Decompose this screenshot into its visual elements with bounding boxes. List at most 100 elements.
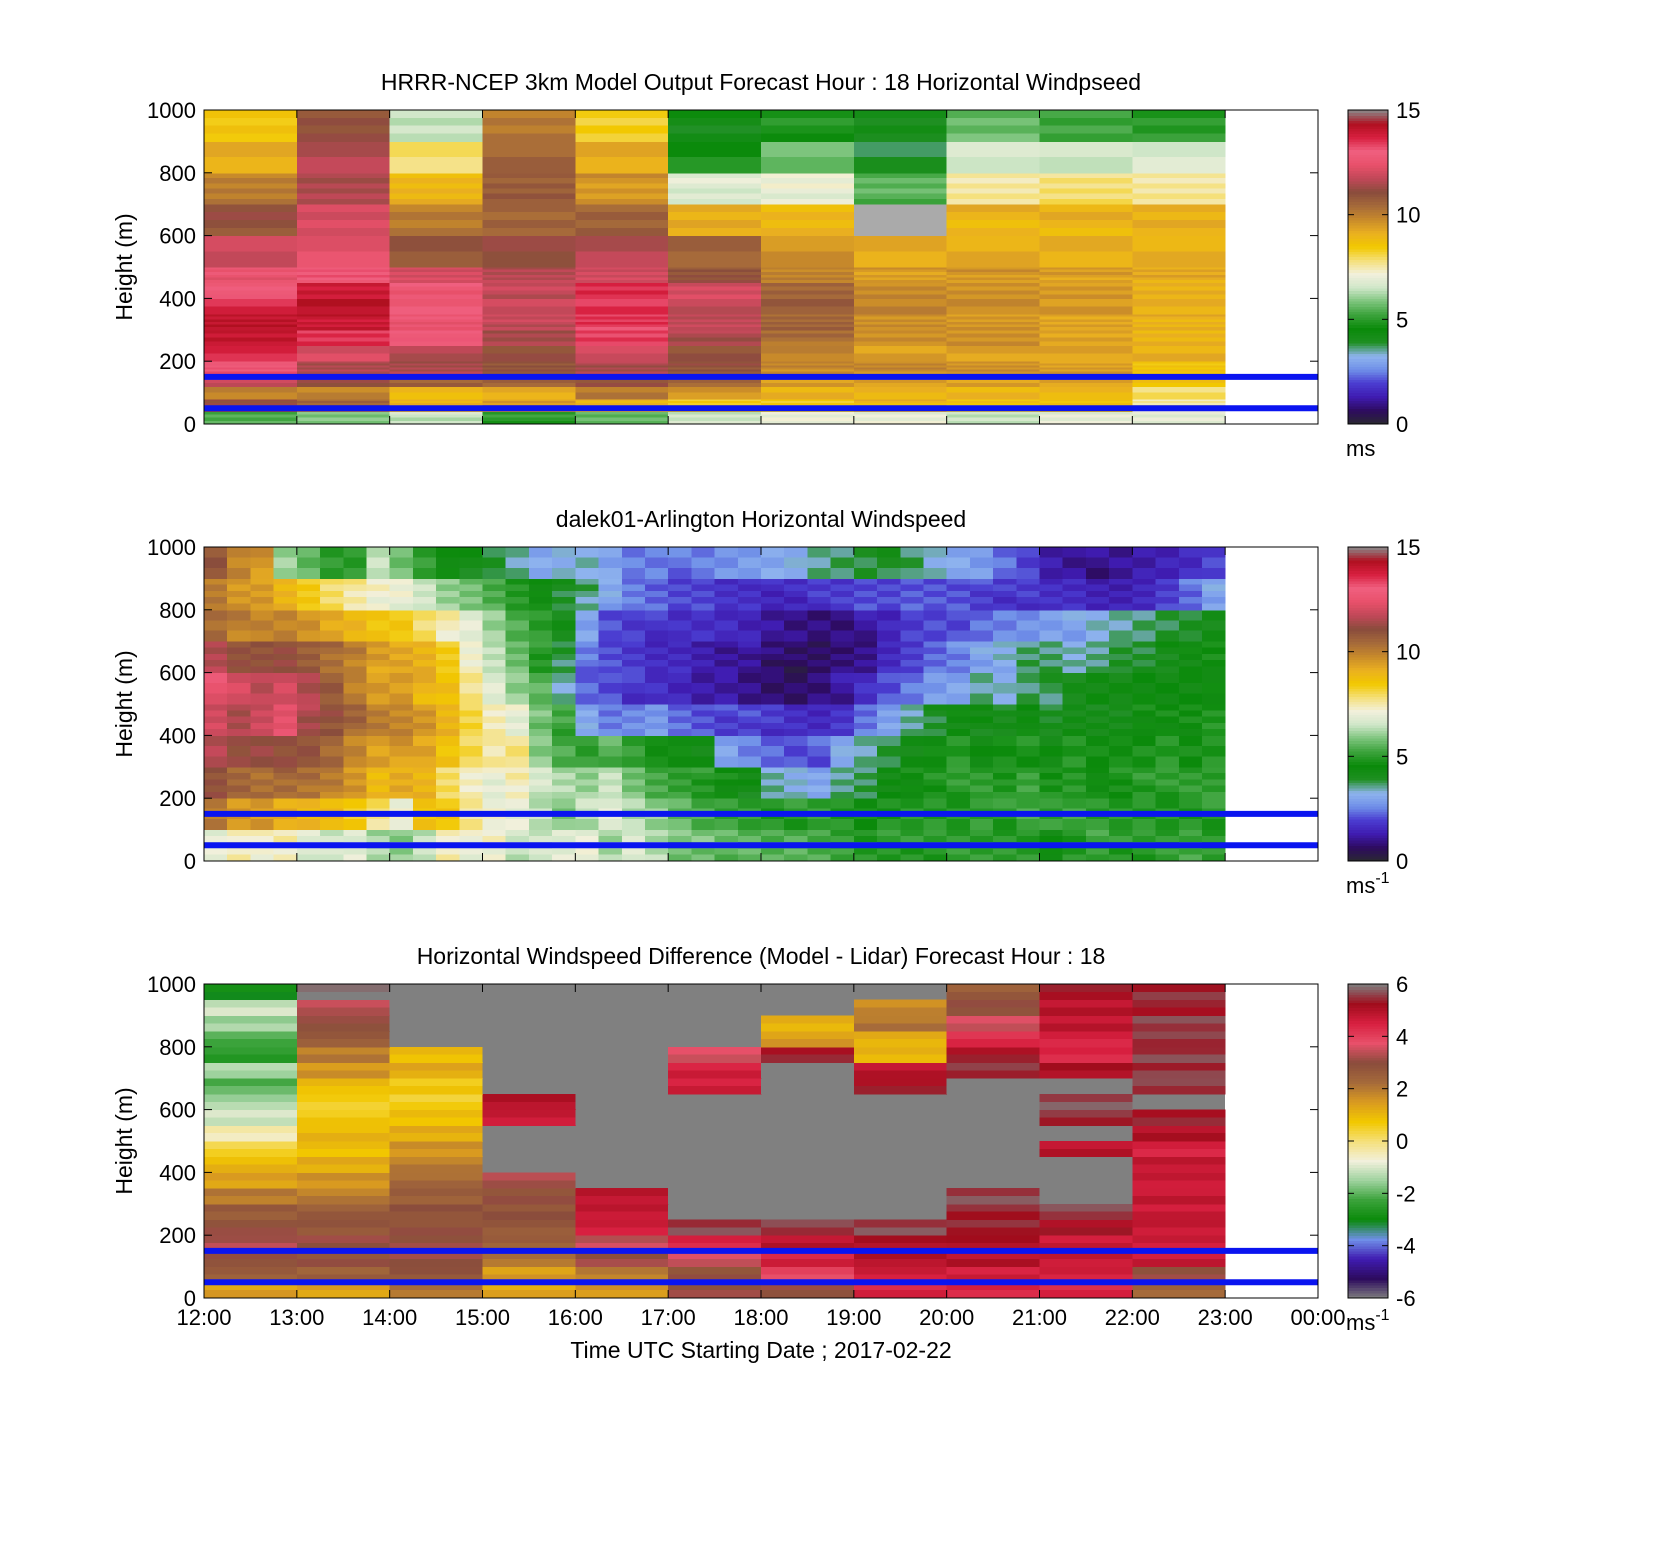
heatmap-cell [436, 578, 460, 586]
heatmap-cell [946, 1227, 1040, 1236]
heatmap-cell [204, 1054, 298, 1063]
heatmap-cell [737, 672, 762, 684]
heatmap-cell [714, 848, 739, 856]
colorbar-segment [1348, 1010, 1388, 1014]
heatmap-cell [1132, 1266, 1226, 1275]
heatmap-cell [575, 1125, 669, 1141]
heatmap-cell [761, 578, 785, 586]
heatmap-cell [807, 547, 832, 558]
colorbar-segment [1348, 206, 1388, 211]
heatmap-cell [436, 557, 460, 569]
heatmap-cell [946, 819, 971, 831]
heatmap-cell [761, 660, 785, 667]
heatmap-cell [1039, 672, 1064, 684]
heatmap-cell [1132, 251, 1226, 268]
colorbar-segment [1348, 649, 1388, 653]
colorbar-segment [1348, 198, 1388, 203]
heatmap-cell [1132, 848, 1157, 856]
heatmap-cell [296, 361, 391, 364]
heatmap-cell [853, 779, 878, 787]
y-tick-label: 0 [184, 849, 196, 874]
heatmap-cell [1132, 791, 1157, 799]
heatmap-cell [621, 547, 646, 558]
heatmap-cell [296, 567, 321, 579]
heatmap-cell [204, 984, 298, 993]
colorbar-segment [1348, 1211, 1388, 1215]
heatmap-cell [204, 272, 298, 276]
colorbar-segment [1348, 1182, 1388, 1187]
heatmap-cell [389, 999, 483, 1016]
heatmap-cell [1039, 306, 1133, 315]
heatmap-cell [273, 660, 298, 667]
heatmap-cell [459, 660, 483, 667]
heatmap-cell [250, 791, 275, 799]
heatmap-cell [1039, 369, 1133, 373]
heatmap-cell [1039, 647, 1064, 655]
heatmap-cell [853, 361, 948, 364]
heatmap-cell [691, 653, 716, 661]
heatmap-cell [482, 791, 507, 799]
heatmap-cell [946, 1054, 1040, 1063]
heatmap-cell [621, 641, 646, 648]
heatmap-cell [1016, 854, 1040, 862]
heatmap-cell [946, 666, 971, 674]
colorbar-segment [1348, 664, 1388, 668]
heatmap-cell [737, 683, 762, 695]
colorbar-segment [1348, 387, 1388, 391]
heatmap-cell [459, 620, 483, 632]
heatmap-cell [807, 620, 832, 632]
heatmap-cell [900, 798, 924, 810]
colorbar-segment [1348, 374, 1388, 378]
heatmap-cell [737, 791, 762, 799]
heatmap-cell [993, 854, 1017, 862]
heatmap-cell [273, 722, 298, 730]
colorbar-segment [1348, 369, 1388, 373]
heatmap-cell [366, 666, 391, 674]
heatmap-cell [877, 666, 901, 674]
heatmap-cell [575, 567, 600, 579]
heatmap-cell [505, 609, 530, 621]
heatmap-cell [900, 647, 924, 655]
heatmap-cell [598, 584, 623, 592]
heatmap-cell [668, 314, 762, 318]
heatmap-cell [877, 603, 901, 611]
heatmap-cell [389, 1125, 483, 1134]
heatmap-cell [1039, 597, 1064, 605]
heatmap-cell [389, 835, 414, 843]
heatmap-cell [482, 1235, 576, 1244]
heatmap-cell [1062, 766, 1087, 774]
colorbar-segment [1348, 151, 1388, 156]
heatmap-cell [320, 819, 344, 831]
y-tick-label: 400 [159, 723, 196, 748]
colorbar-segment [1348, 361, 1388, 365]
heatmap-cell [993, 722, 1017, 730]
heatmap-cell [320, 647, 344, 655]
heatmap-cell [459, 590, 483, 598]
heatmap-cell [296, 363, 391, 366]
heatmap-cell [366, 756, 391, 768]
heatmap-cell [1201, 773, 1226, 780]
heatmap-cell [366, 779, 391, 787]
heatmap-cell [668, 1062, 762, 1071]
heatmap-cell [250, 672, 275, 684]
heatmap-cell [900, 672, 924, 684]
heatmap-cell [807, 722, 832, 730]
heatmap-cell [389, 704, 414, 711]
heatmap-cell [1132, 227, 1226, 237]
colorbar-segment [1348, 581, 1388, 585]
heatmap-cell [505, 704, 530, 711]
heatmap-cell [389, 653, 414, 661]
heatmap-cell [993, 660, 1017, 667]
heatmap-cell [784, 819, 808, 831]
heatmap-cell [296, 1148, 391, 1158]
colorbar-segment [1348, 562, 1388, 566]
heatmap-cell [482, 1258, 576, 1268]
heatmap-cell [1132, 1046, 1226, 1056]
heatmap-cell [946, 1062, 1040, 1071]
colorbar-segment [1348, 1072, 1388, 1077]
heatmap-cell [1132, 1007, 1226, 1016]
heatmap-cell [737, 829, 762, 837]
heatmap-cell [691, 835, 716, 843]
heatmap-cell [389, 1156, 483, 1166]
